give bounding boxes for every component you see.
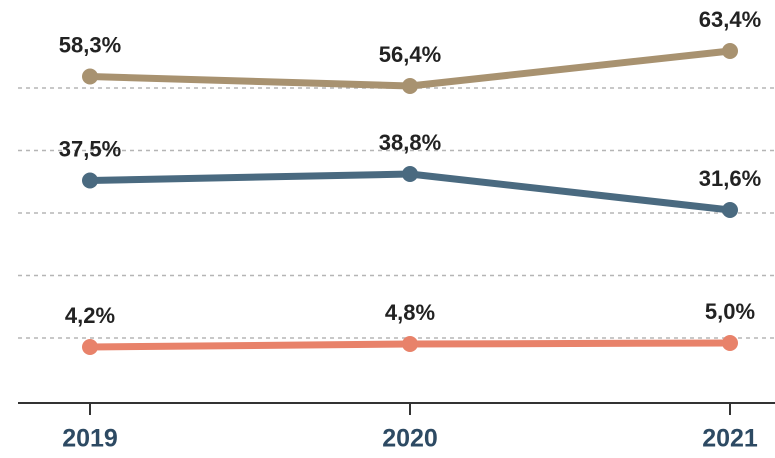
x-tick-label: 2020	[382, 425, 438, 453]
value-label: 31,6%	[699, 166, 761, 191]
value-label: 4,8%	[385, 300, 435, 325]
point	[402, 78, 418, 94]
value-label: 4,2%	[65, 303, 115, 328]
point	[402, 166, 418, 182]
point	[722, 43, 738, 59]
value-label: 5,0%	[705, 299, 755, 324]
value-label: 58,3%	[59, 32, 121, 57]
point	[722, 335, 738, 351]
point	[722, 202, 738, 218]
point	[402, 336, 418, 352]
value-label: 63,4%	[699, 7, 761, 32]
point	[82, 339, 98, 355]
value-label: 38,8%	[379, 130, 441, 155]
x-tick-label: 2021	[702, 425, 758, 453]
value-label: 56,4%	[379, 42, 441, 67]
value-label: 37,5%	[59, 136, 121, 161]
point	[82, 68, 98, 85]
point	[82, 172, 98, 189]
x-tick-label: 2019	[62, 425, 118, 453]
